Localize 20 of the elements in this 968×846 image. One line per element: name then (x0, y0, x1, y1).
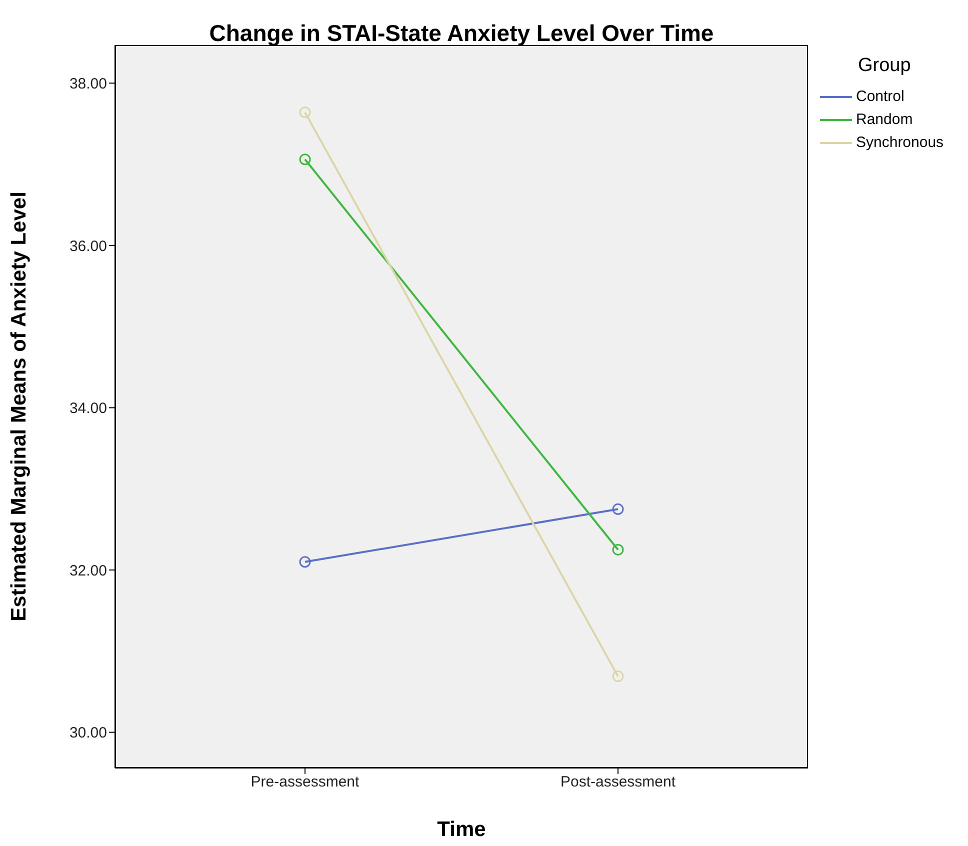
legend-label: Random (856, 111, 913, 128)
legend-title: Group (858, 55, 912, 77)
y-tick-label: 38.00 (69, 75, 107, 92)
y-tick-label: 36.00 (69, 238, 107, 255)
point (612, 544, 624, 556)
y-tick-label: 34.00 (69, 400, 107, 418)
point (299, 106, 311, 118)
point (299, 154, 311, 166)
point (612, 670, 624, 682)
x-axis-title: Time (437, 818, 486, 841)
y-axis-title: Estimated Marginal Means of Anxiety Level (7, 192, 30, 622)
x-tick-label: Pre-assessment (250, 774, 360, 791)
y-tick-label: 32.00 (69, 562, 107, 580)
point (299, 556, 311, 568)
chart-title: Change in STAI-State Anxiety Level Over Time (208, 20, 715, 47)
y-tick-label: 30.00 (69, 724, 107, 742)
point (612, 503, 624, 515)
legend-label: Synchronous (856, 134, 944, 151)
legend-label: Control (856, 88, 904, 105)
x-tick-label: Post-assessment (560, 774, 676, 791)
